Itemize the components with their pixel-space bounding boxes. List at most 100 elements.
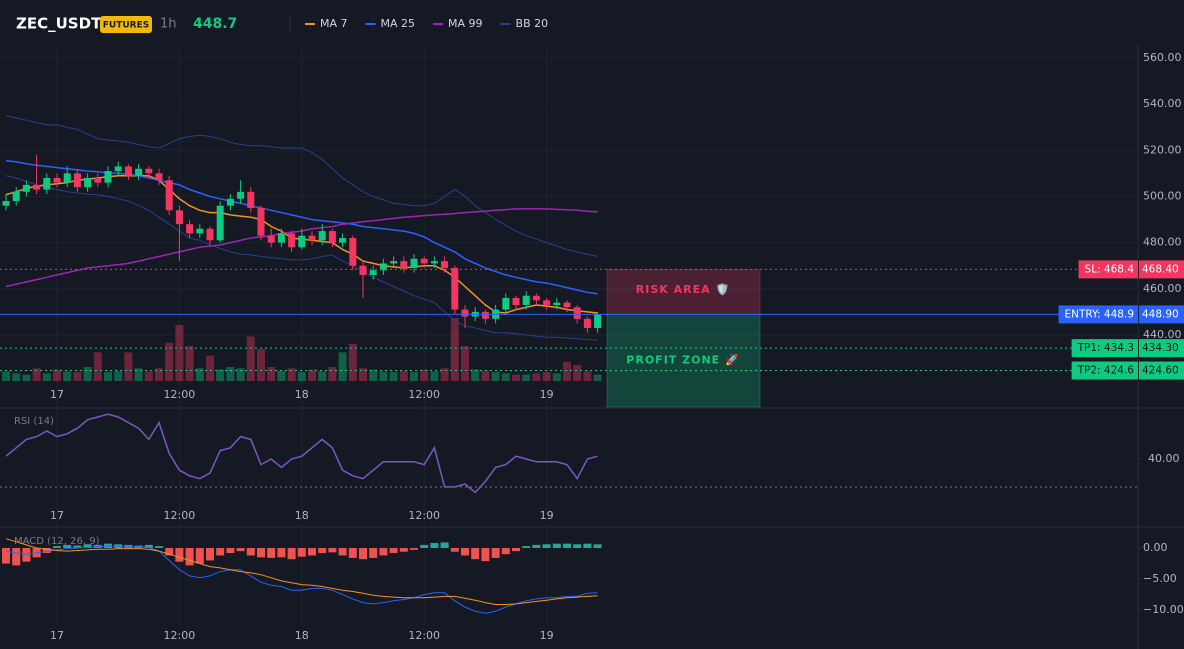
pane-title: RSI (14) [14,416,54,427]
level-label-bg [1071,361,1138,380]
candle-body [237,191,245,199]
x-tick-label: 18 [295,388,309,401]
macd-histogram-bar [481,548,490,562]
y-tick-label: 460.00 [1143,282,1182,295]
candle-body [318,231,326,241]
level-label: SL: 468.4 [1085,263,1135,275]
y-tick-label: 500.00 [1143,189,1182,202]
volume-bar [155,368,163,381]
level-label: TP1: 434.3 [1077,342,1134,354]
zone-label: PROFIT ZONE 🚀 [626,354,739,367]
volume-bar [226,367,235,381]
volume-bar [450,318,459,381]
x-tick-label: 17 [50,388,64,401]
volume-bar [267,367,276,381]
volume-bar [2,371,10,381]
macd-histogram-bar [287,548,296,560]
candle-body [481,311,489,319]
volume-bar [246,336,255,381]
volume-bar [573,365,582,381]
macd-histogram-bar [165,548,174,556]
candle-body [206,228,214,241]
macd-histogram-bar [338,548,347,556]
volume-bar [430,371,439,381]
candle-body [339,238,347,243]
volume-bar [563,361,571,381]
volume-bar [522,374,531,381]
candle-body [298,235,306,248]
candle-body [502,298,510,310]
y-tick-label: 560.00 [1143,51,1182,64]
macd-histogram-bar [318,548,327,553]
y-tick-label: 520.00 [1143,143,1182,156]
macd-histogram-bar [22,548,31,562]
volume-bar [124,352,133,381]
volume-bar [583,371,592,381]
candle-body [328,231,336,243]
x-tick-label: 18 [295,509,309,522]
volume-bar [93,352,102,381]
macd-histogram-bar [328,548,337,553]
volume-bar [287,368,296,381]
macd-histogram-bar [369,548,378,558]
level-label: TP2: 424.6 [1077,365,1135,377]
volume-bar [257,349,265,381]
volume-bar [277,370,286,381]
volume-bar [369,369,378,381]
level-label: ENTRY: 448.9 [1065,308,1134,320]
macd-histogram-bar [12,548,21,566]
macd-histogram-bar [42,548,51,553]
candle-body [196,228,204,234]
candle-body [135,168,143,176]
macd-histogram-bar [563,543,571,549]
volume-bar [104,372,112,381]
macd-histogram-bar [440,542,449,549]
volume-bar [32,368,41,381]
y-tick-label: −5.00 [1143,572,1177,585]
macd-histogram-bar [512,548,520,552]
candle-body [451,268,459,310]
volume-bar [338,352,347,381]
candle-body [2,201,10,206]
x-tick-label: 19 [540,509,554,522]
candle-body [63,173,71,183]
macd-histogram-bar [246,548,255,556]
candle-body [410,258,418,269]
candle-body [420,258,428,264]
volume-bar [542,372,551,381]
signal-line [5,538,598,605]
legend-label: MA 99 [448,17,483,30]
macd-histogram-bar [491,548,500,558]
candle-body [155,173,163,181]
macd-histogram-bar [410,548,418,550]
candle-body [277,233,285,243]
macd-histogram-bar [522,546,531,549]
y-tick-label: 0.00 [1143,541,1168,554]
macd-histogram-bar [277,548,286,558]
candle-body [543,300,551,305]
macd-histogram-bar [53,546,61,549]
macd-histogram-bar [175,548,184,562]
zone [606,313,761,408]
x-tick-label: 12:00 [164,509,196,522]
volume-bar [318,371,327,381]
volume-bar [206,355,214,381]
macd-histogram-bar [583,543,592,549]
macd-histogram-bar [348,548,357,558]
volume-bar [297,372,306,381]
candle-body [512,298,520,305]
zone-label: RISK AREA 🛡️ [636,283,730,296]
macd-histogram-bar [359,548,367,560]
candle-body [53,177,61,183]
candle-body [594,314,602,329]
level-label-bg [1058,305,1138,324]
volume-bar [481,370,490,381]
candle-body [84,177,92,188]
x-tick-label: 12:00 [408,509,440,522]
level-label-bg [1071,339,1138,358]
volume-bar [63,371,72,381]
y-tick-label: 440.00 [1143,328,1182,341]
volume-bar [236,368,245,381]
